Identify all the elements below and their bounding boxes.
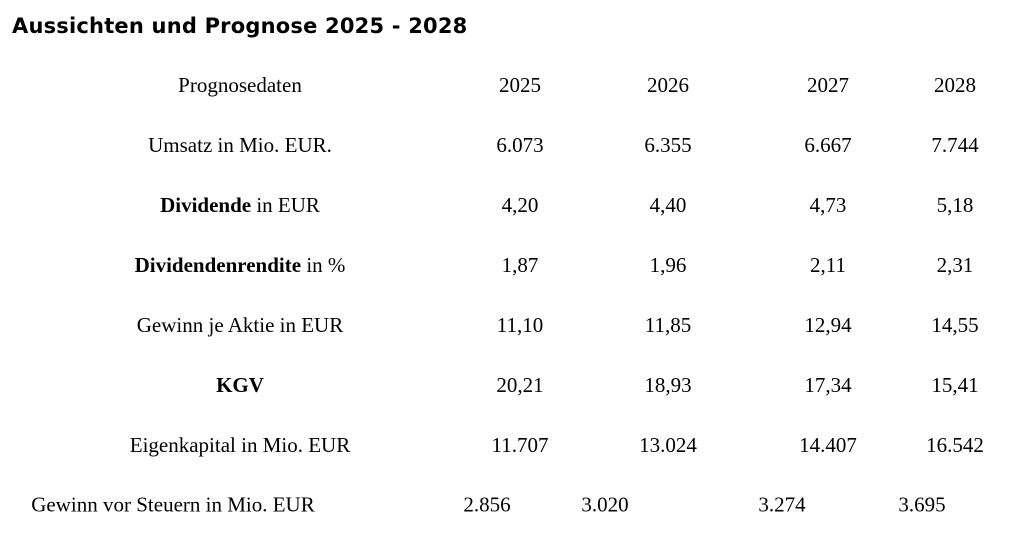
row-value-2026: 13.024 [639,432,697,457]
row-value-2026: 18,93 [644,372,692,397]
row-label: Gewinn vor Steuern in Mio. EUR [31,492,315,517]
header-year-2028: 2028 [934,72,976,97]
row-label-rest: in EUR [251,192,320,217]
row-value-2028: 15,41 [931,372,979,397]
row-label: Dividendenrendite in % [0,253,480,278]
row-label-rest: Gewinn je Aktie in EUR [136,312,344,337]
table-row-gewinn-vor-steuern: Gewinn vor Steuern in Mio. EUR 2.856 3.0… [0,475,1030,535]
row-value-2026: 1,96 [649,252,687,277]
row-value-2027: 17,34 [804,372,852,397]
table-header-row: Prognosedaten 2025 2026 2027 2028 [0,55,1030,115]
table-row-dividende: Dividende in EUR 4,20 4,40 4,73 5,18 [0,175,1030,235]
row-value-2025: 2.856 [463,492,511,517]
table-row-kgv: KGV 20,21 18,93 17,34 15,41 [0,355,1030,415]
row-label-rest: in % [301,252,346,277]
table-row-umsatz: Umsatz in Mio. EUR. 6.073 6.355 6.667 7.… [0,115,1030,175]
row-value-2028: 14,55 [931,312,979,337]
row-value-2025: 6.073 [496,132,544,157]
header-year-2026: 2026 [647,72,689,97]
row-value-2028: 3.695 [898,492,946,517]
row-value-2027: 6.667 [804,132,852,157]
row-label: Gewinn je Aktie in EUR [0,313,480,338]
row-value-2026: 3.020 [581,492,629,517]
row-value-2025: 20,21 [496,372,544,397]
row-label-bold: Dividendenrendite [134,252,302,277]
row-value-2028: 2,31 [936,252,974,277]
row-label: KGV [0,373,480,398]
table-row-gewinn-je-aktie: Gewinn je Aktie in EUR 11,10 11,85 12,94… [0,295,1030,355]
row-value-2027: 2,11 [810,252,846,277]
row-value-2025: 11.707 [491,432,549,457]
row-value-2025: 1,87 [501,252,539,277]
row-value-2025: 11,10 [496,312,544,337]
row-label-bold: Dividende [160,192,252,217]
row-value-2027: 3.274 [758,492,806,517]
row-value-2027: 4,73 [809,192,847,217]
table-row-eigenkapital: Eigenkapital in Mio. EUR 11.707 13.024 1… [0,415,1030,475]
header-year-2027: 2027 [807,72,849,97]
row-value-2026: 4,40 [649,192,687,217]
row-value-2027: 12,94 [804,312,852,337]
row-value-2025: 4,20 [501,192,539,217]
row-label: Dividende in EUR [0,193,480,218]
header-label: Prognosedaten [178,72,302,97]
page-title: Aussichten und Prognose 2025 - 2028 [12,14,468,38]
row-value-2026: 11,85 [644,312,692,337]
row-label: Eigenkapital in Mio. EUR [0,433,480,458]
header-year-2025: 2025 [499,72,541,97]
row-label: Umsatz in Mio. EUR. [0,133,480,158]
forecast-table: Prognosedaten 2025 2026 2027 2028 Umsatz… [0,55,1030,535]
row-value-2026: 6.355 [644,132,692,157]
row-value-2028: 5,18 [936,192,974,217]
row-label-rest: Eigenkapital in Mio. EUR [129,432,351,457]
row-label-bold: KGV [216,372,264,397]
row-label-rest: Umsatz in Mio. EUR. [148,132,332,157]
row-value-2028: 16.542 [926,432,984,457]
row-value-2028: 7.744 [931,132,979,157]
table-row-dividendenrendite: Dividendenrendite in % 1,87 1,96 2,11 2,… [0,235,1030,295]
row-value-2027: 14.407 [799,432,857,457]
